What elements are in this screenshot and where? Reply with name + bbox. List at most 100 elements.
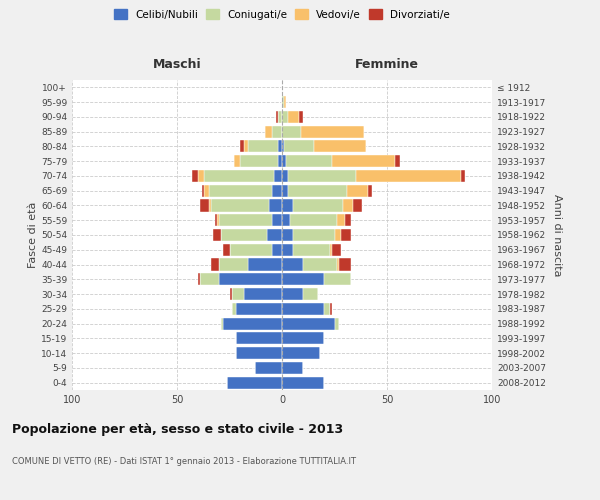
Bar [269, 200, 282, 211]
Bar [395, 155, 400, 167]
Bar [284, 140, 314, 152]
Bar [289, 184, 347, 197]
Bar [268, 229, 282, 241]
Bar [200, 273, 219, 285]
Bar [240, 155, 278, 167]
Legend: Celibi/Nubili, Coniugati/e, Vedovi/e, Divorziati/e: Celibi/Nubili, Coniugati/e, Vedovi/e, Di… [110, 5, 454, 24]
Bar [303, 288, 318, 300]
Text: Popolazione per età, sesso e stato civile - 2013: Popolazione per età, sesso e stato civil… [12, 422, 343, 436]
Bar [236, 303, 282, 315]
Bar [301, 126, 364, 138]
Bar [331, 244, 332, 256]
Bar [282, 96, 284, 108]
Bar [282, 244, 293, 256]
Bar [213, 229, 221, 241]
Bar [248, 140, 278, 152]
Bar [278, 155, 282, 167]
Bar [353, 200, 362, 211]
Bar [282, 155, 286, 167]
Bar [204, 184, 209, 197]
Bar [282, 214, 290, 226]
Bar [211, 200, 269, 211]
Bar [282, 126, 301, 138]
Bar [219, 214, 271, 226]
Bar [282, 273, 324, 285]
Bar [227, 376, 282, 388]
Bar [282, 318, 335, 330]
Bar [282, 362, 303, 374]
Bar [289, 170, 355, 182]
Bar [324, 273, 352, 285]
Bar [215, 214, 217, 226]
Bar [337, 258, 339, 270]
Bar [289, 111, 299, 123]
Bar [282, 303, 324, 315]
Bar [355, 170, 461, 182]
Bar [282, 111, 289, 123]
Bar [282, 184, 289, 197]
Bar [286, 155, 332, 167]
Bar [234, 155, 240, 167]
Bar [271, 244, 282, 256]
Bar [335, 318, 338, 330]
Bar [198, 273, 200, 285]
Bar [205, 170, 274, 182]
Bar [244, 140, 248, 152]
Bar [282, 347, 320, 359]
Bar [244, 288, 282, 300]
Bar [341, 229, 352, 241]
Bar [271, 184, 282, 197]
Text: COMUNE DI VETTO (RE) - Dati ISTAT 1° gennaio 2013 - Elaborazione TUTTITALIA.IT: COMUNE DI VETTO (RE) - Dati ISTAT 1° gen… [12, 458, 356, 466]
Bar [282, 288, 303, 300]
Bar [282, 376, 324, 388]
Bar [254, 362, 282, 374]
Bar [278, 111, 282, 123]
Bar [192, 170, 198, 182]
Bar [303, 258, 337, 270]
Bar [202, 184, 204, 197]
Bar [282, 332, 324, 344]
Bar [347, 184, 368, 197]
Bar [209, 184, 271, 197]
Bar [278, 140, 282, 152]
Bar [293, 244, 331, 256]
Bar [217, 214, 219, 226]
Bar [343, 200, 353, 211]
Bar [282, 200, 293, 211]
Bar [223, 244, 229, 256]
Bar [232, 288, 244, 300]
Bar [331, 303, 332, 315]
Bar [290, 214, 337, 226]
Bar [271, 214, 282, 226]
Bar [332, 244, 341, 256]
Bar [461, 170, 465, 182]
Bar [314, 140, 366, 152]
Bar [219, 273, 282, 285]
Bar [293, 229, 335, 241]
Bar [240, 140, 244, 152]
Bar [274, 170, 282, 182]
Bar [248, 258, 282, 270]
Bar [219, 258, 248, 270]
Bar [282, 258, 303, 270]
Bar [324, 303, 331, 315]
Bar [223, 318, 282, 330]
Text: Maschi: Maschi [152, 58, 202, 71]
Bar [211, 258, 219, 270]
Bar [276, 111, 278, 123]
Bar [271, 126, 282, 138]
Bar [232, 303, 236, 315]
Bar [229, 244, 271, 256]
Bar [335, 229, 341, 241]
Bar [221, 229, 268, 241]
Bar [337, 214, 345, 226]
Bar [282, 170, 289, 182]
Bar [345, 214, 352, 226]
Bar [368, 184, 372, 197]
Bar [265, 126, 271, 138]
Bar [200, 200, 209, 211]
Bar [282, 140, 284, 152]
Bar [332, 155, 395, 167]
Bar [221, 318, 223, 330]
Bar [338, 258, 352, 270]
